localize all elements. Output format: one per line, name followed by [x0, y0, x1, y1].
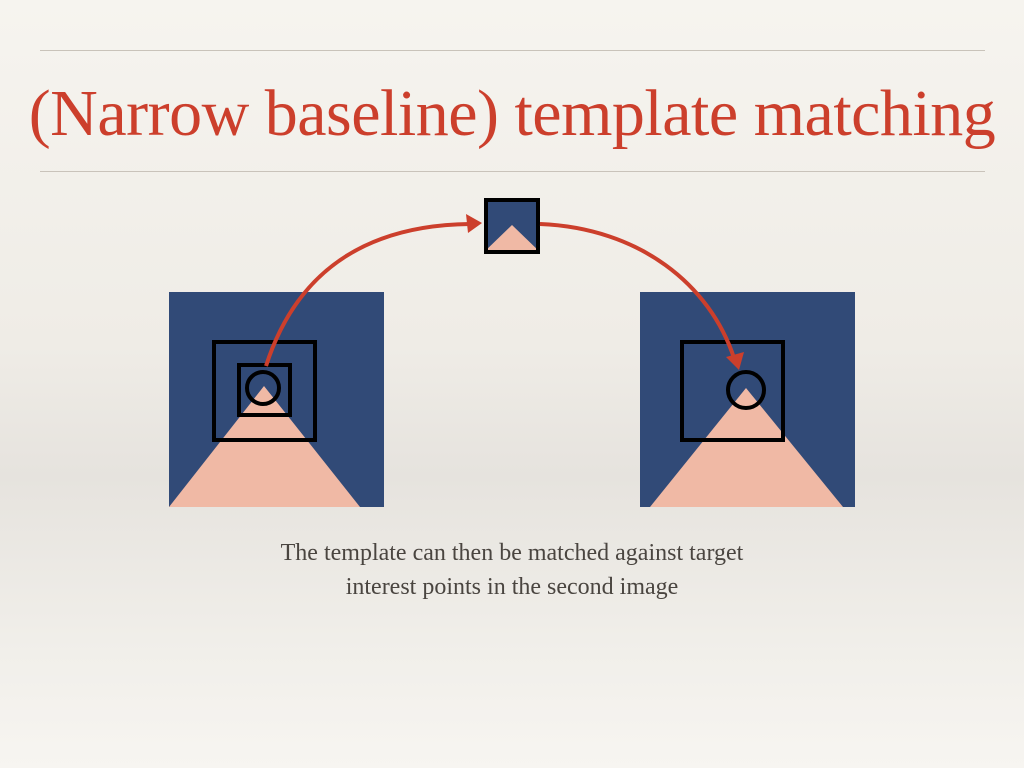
second-image — [640, 292, 855, 507]
caption-line-2: interest points in the second image — [345, 574, 679, 600]
slide-caption: The template can then be matched against… — [0, 536, 1024, 604]
match-arrow — [539, 222, 736, 359]
match-arrowhead — [726, 352, 744, 370]
second-image-triangle — [650, 388, 843, 507]
second-image-search-window — [680, 340, 785, 442]
template-triangle — [486, 225, 538, 252]
extract-arrow — [264, 222, 471, 367]
first-image-interest-point — [245, 370, 281, 406]
first-image — [169, 292, 384, 507]
caption-line-1: The template can then be matched against… — [280, 540, 744, 566]
second-image-interest-point — [726, 370, 766, 410]
bottom-rule — [40, 171, 985, 172]
first-image-triangle — [169, 386, 360, 507]
top-rule — [40, 50, 985, 51]
slide-title: (Narrow baseline) template matching — [28, 77, 996, 150]
template-border — [484, 198, 540, 254]
extract-arrowhead — [466, 214, 482, 233]
first-image-search-window — [212, 340, 317, 442]
template-patch — [484, 198, 540, 254]
